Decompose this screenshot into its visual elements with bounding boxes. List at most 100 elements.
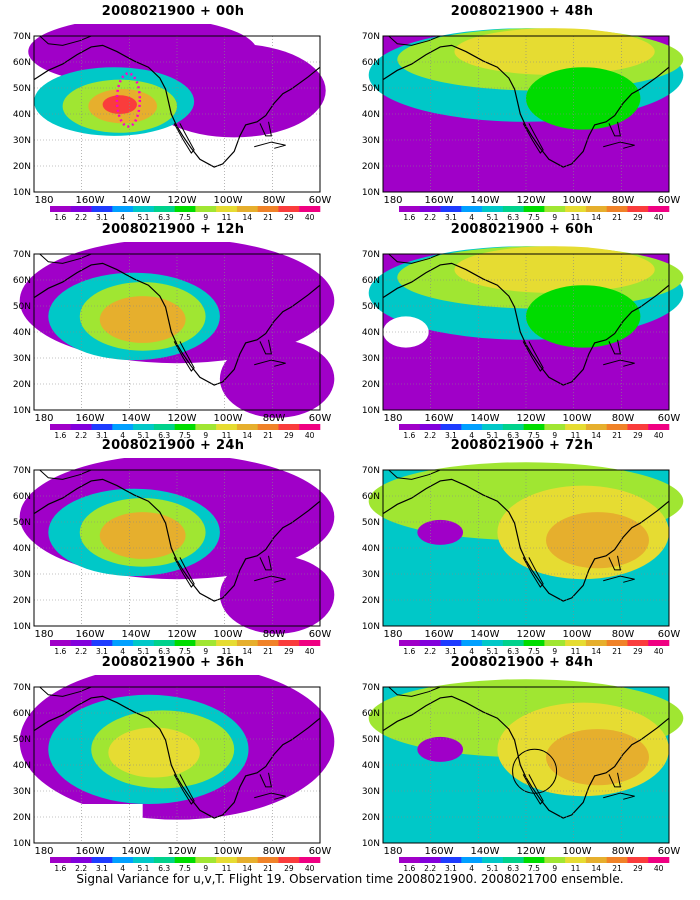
colorbar-swatch: [153, 857, 175, 863]
lon-tick-label: 60W: [309, 629, 332, 640]
lat-tick-label: 60N: [362, 709, 380, 719]
colorbar-swatch: [482, 424, 504, 430]
colorbar-swatch: [440, 206, 462, 212]
lon-tick-label: 120W: [517, 629, 546, 640]
colorbar-label: 2.2: [424, 864, 436, 871]
lon-tick-label: 160W: [425, 846, 454, 857]
colorbar-label: 4: [469, 864, 474, 871]
colorbar-label: 3.1: [96, 647, 108, 654]
coastline: [173, 774, 195, 805]
panel-title: 2008021900 + 00h: [101, 4, 245, 19]
colorbar-swatch: [112, 640, 134, 646]
lat-tick-label: 70N: [362, 250, 380, 260]
coastline: [603, 792, 635, 800]
colorbar-label: 40: [305, 213, 315, 220]
lon-tick-label: 60W: [309, 413, 332, 424]
panel-title: 2008021900 + 60h: [450, 222, 594, 237]
lat-tick-label: 30N: [13, 787, 31, 797]
variance-region: [546, 512, 649, 569]
colorbar-swatch: [174, 857, 196, 863]
lat-tick-label: 40N: [362, 761, 380, 771]
lon-tick-label: 140W: [122, 846, 151, 857]
colorbar-label: 3.1: [96, 213, 108, 220]
variance-region: [417, 519, 464, 545]
colorbar-label: 9: [552, 213, 557, 220]
colorbar-label: 7.5: [528, 431, 540, 438]
lon-tick-label: 100W: [563, 195, 592, 206]
colorbar-label: 9: [203, 213, 208, 220]
lat-tick-label: 30N: [362, 354, 380, 364]
lon-tick-label: 100W: [563, 413, 592, 424]
coastline: [39, 686, 92, 697]
map-panel-p24: 2008021900 + 24h 70N 60N 50N 40N 30N 20N 10N 180…: [0, 438, 340, 654]
lon-tick-label: 120W: [168, 629, 197, 640]
lon-tick-label: 120W: [168, 195, 197, 206]
colorbar-swatch: [502, 424, 524, 430]
coastline: [33, 262, 321, 386]
map-frame: [33, 253, 321, 411]
lat-tick-label: 10N: [13, 188, 31, 198]
variance-region: [219, 555, 335, 634]
colorbar-swatch: [544, 857, 566, 863]
colorbar-swatch: [153, 206, 175, 212]
lat-tick-label: 20N: [362, 596, 380, 606]
colorbar-label: 1.6: [403, 213, 415, 220]
colorbar-swatch: [523, 206, 545, 212]
variance-region: [108, 727, 200, 778]
map-panel-p84: 2008021900 + 84h 70N 60N 50N 40N 30N 20N 10N 180…: [349, 655, 689, 871]
lon-tick-label: 160W: [76, 413, 105, 424]
lat-tick-label: 10N: [362, 839, 380, 849]
lon-tick-label: 160W: [425, 195, 454, 206]
map-panel-p36: 2008021900 + 36h 70N 60N 50N 40N 30N 20N 10N 180…: [0, 655, 340, 871]
colorbar-swatch: [461, 206, 483, 212]
colorbar-label: 11: [222, 213, 232, 220]
coastline: [173, 557, 195, 588]
coastline: [603, 141, 635, 149]
coastline: [254, 575, 286, 583]
colorbar-label: 4: [469, 431, 474, 438]
colorbar-label: 7.5: [528, 213, 540, 220]
lat-tick-label: 20N: [13, 380, 31, 390]
colorbar-label: 3.1: [96, 431, 108, 438]
lat-tick-label: 20N: [362, 813, 380, 823]
colorbar-swatch: [236, 206, 258, 212]
colorbar-label: 14: [243, 431, 253, 438]
lon-tick-label: 100W: [214, 629, 243, 640]
coastline: [522, 341, 544, 372]
coastline: [603, 575, 635, 583]
colorbar-swatch: [195, 640, 217, 646]
colorbar-label: 2.2: [424, 213, 436, 220]
colorbar-label: 14: [592, 864, 602, 871]
variance-region: [454, 246, 655, 293]
coastline: [608, 772, 621, 788]
panel-title: 2008021900 + 72h: [450, 438, 594, 453]
lon-tick-label: 180: [34, 195, 53, 206]
colorbar-swatch: [174, 640, 196, 646]
lon-tick-label: 180: [383, 846, 402, 857]
lon-tick-label: 140W: [122, 629, 151, 640]
colorbar-label: 29: [284, 213, 294, 220]
colorbar-label: 7.5: [179, 213, 191, 220]
lat-tick-label: 70N: [362, 32, 380, 42]
colorbar-swatch: [174, 424, 196, 430]
colorbar-label: 40: [654, 647, 664, 654]
lon-tick-label: 140W: [471, 413, 500, 424]
lon-tick-label: 140W: [471, 629, 500, 640]
variance-region: [99, 512, 186, 559]
colorbar-label: 7.5: [179, 647, 191, 654]
colorbar-swatch: [544, 424, 566, 430]
coastline: [382, 695, 670, 819]
lat-tick-label: 10N: [362, 622, 380, 632]
colorbar-label: 9: [552, 431, 557, 438]
lat-tick-label: 30N: [362, 570, 380, 580]
coastline: [33, 478, 321, 602]
colorbar-label: 2.2: [424, 431, 436, 438]
colorbar-label: 4: [120, 431, 125, 438]
lat-tick-label: 10N: [13, 839, 31, 849]
colorbar-swatch: [606, 206, 628, 212]
lon-tick-label: 140W: [122, 195, 151, 206]
colorbar-label: 6.3: [507, 647, 519, 654]
